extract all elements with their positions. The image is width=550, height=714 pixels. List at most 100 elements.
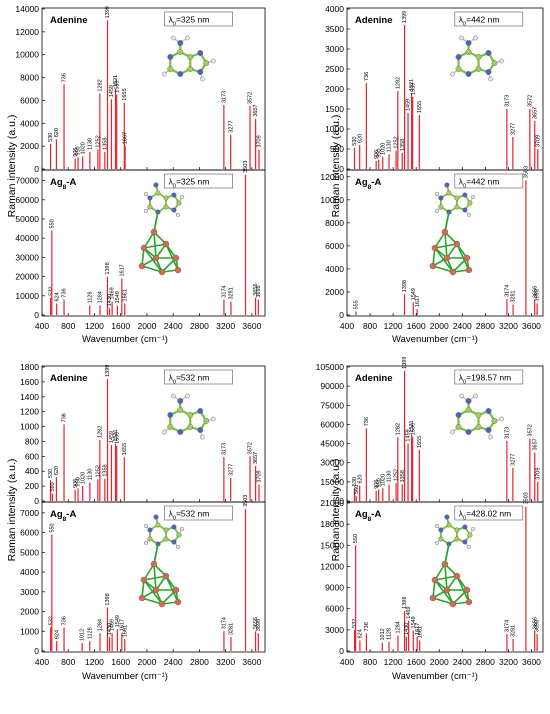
x-tick-label: 1200 — [384, 321, 403, 331]
x-tick-label: 2800 — [190, 321, 209, 331]
spectrum-panel-0: 0 2000 4000 6000 8000 10000 12000 14000 530 620 73… — [15, 4, 266, 174]
peak-label: 1655 — [122, 443, 128, 455]
peak-label: 555 — [354, 300, 360, 309]
x-axis-title: Wavenumber (cm⁻¹) — [392, 671, 478, 682]
peak-label: 1128 — [387, 628, 393, 640]
peak-label: 1020 — [380, 474, 386, 486]
peak-label: 3657 — [532, 107, 538, 119]
peak-label: 1539 — [114, 80, 120, 92]
atom — [162, 572, 170, 580]
atom — [197, 427, 204, 433]
peak-label: 1020 — [80, 142, 86, 154]
atom — [172, 254, 180, 262]
atom — [473, 35, 478, 41]
wavelength-label: λ0=532 nm — [169, 509, 210, 522]
peak-label: 3277 — [510, 454, 516, 466]
plot-frame — [41, 7, 266, 171]
peak-label: 950 — [76, 477, 82, 486]
y-tick-label: 0 — [34, 310, 39, 320]
atom — [210, 416, 216, 422]
atom — [434, 209, 439, 213]
y-tick-label: 12000 — [320, 561, 344, 571]
atom — [470, 526, 475, 531]
atom — [443, 586, 451, 594]
atom — [147, 204, 153, 210]
atom — [152, 254, 160, 262]
peak-label: 624 — [54, 292, 60, 301]
peak-label: 1358 — [400, 470, 406, 482]
bond — [141, 597, 163, 605]
peak-label: 530 — [48, 469, 54, 478]
peak-label: 3572 — [527, 424, 533, 436]
atom — [203, 418, 210, 424]
peak-label: 3277 — [228, 464, 234, 476]
atom — [441, 228, 449, 236]
atom — [138, 594, 146, 602]
y-tick-label: 2000 — [325, 84, 344, 94]
peak-label: 530 — [352, 477, 358, 486]
atom — [499, 416, 504, 422]
wavelength-label: λ0=198.57 nm — [459, 373, 511, 386]
peak-label: 1282 — [395, 77, 401, 89]
peak-label: 3174 — [505, 620, 511, 632]
molecule-name: Ag8-A — [50, 177, 76, 191]
bond — [153, 231, 157, 259]
atom — [187, 412, 194, 418]
peak-label: 736 — [62, 616, 68, 625]
atom — [488, 434, 493, 440]
wavelength-label: λ0=428.02 nm — [459, 509, 511, 522]
atom — [167, 66, 174, 72]
peak-label: 1469 — [406, 606, 412, 618]
peak-label: 1469 — [110, 287, 116, 299]
atom — [465, 407, 472, 413]
peak-label: 1358 — [400, 139, 406, 151]
atom — [147, 536, 153, 542]
peak-label: 1459 — [109, 431, 115, 443]
y-tick-label: 600 — [25, 451, 39, 461]
peak-label: 620 — [357, 134, 363, 143]
peak-label: 1617 — [415, 295, 421, 307]
y-tick-label: 60000 — [15, 195, 39, 205]
wavelength-label: λ0=325 nm — [169, 177, 210, 190]
atom — [161, 429, 167, 435]
atom — [488, 76, 493, 82]
bond — [444, 231, 448, 259]
peak-label: 906 — [374, 150, 380, 159]
y-tick-label: 60000 — [320, 419, 344, 429]
atom — [197, 408, 204, 414]
peak-label: 1521 — [409, 420, 415, 432]
y-tick-label: 12000 — [15, 27, 39, 37]
atom — [167, 412, 174, 418]
peak-label: 1020 — [80, 472, 86, 484]
y-tick-label: 5000 — [20, 547, 39, 557]
atom — [465, 266, 473, 274]
atom — [177, 71, 184, 77]
peak-label: 1430 — [107, 623, 113, 635]
peak-label: 1549 — [411, 288, 417, 300]
wavelength-box — [164, 505, 233, 521]
molecule-name: Adenine — [355, 373, 392, 384]
atom — [455, 66, 462, 72]
peak-label: 3173 — [504, 427, 510, 439]
y-tick-label: 40000 — [15, 233, 39, 243]
peak-label: 1252 — [95, 465, 101, 477]
x-axis-title: Wavenumber (cm⁻¹) — [82, 671, 168, 682]
peak-label: 1284 — [396, 621, 402, 633]
peak-label: 550 — [353, 534, 359, 543]
peak-label: 3281 — [229, 287, 235, 299]
atom — [444, 514, 450, 520]
atom — [466, 545, 471, 549]
y-tick-label: 1000 — [20, 422, 39, 432]
peak-label: 530 — [48, 133, 54, 142]
peak-label: 3656 — [532, 286, 538, 298]
y-tick-label: 70000 — [15, 176, 39, 186]
atom — [438, 536, 444, 542]
molecule-name: Adenine — [50, 373, 87, 384]
x-axis-title: Wavenumber (cm⁻¹) — [392, 334, 478, 345]
peak-label: 560 — [50, 482, 56, 491]
peak-label: 624 — [54, 630, 60, 639]
wavelength-box — [454, 11, 524, 27]
y-tick-label: 3000 — [20, 587, 39, 597]
